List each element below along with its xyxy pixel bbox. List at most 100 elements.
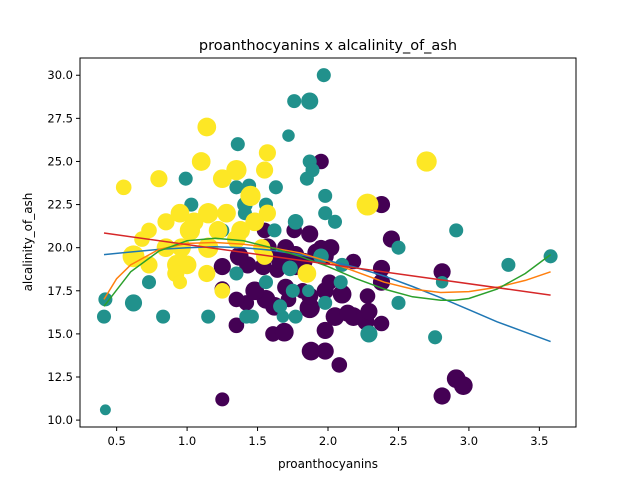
data-point bbox=[229, 180, 244, 195]
y-axis-label: alcalinity_of_ash bbox=[21, 193, 35, 292]
data-point bbox=[201, 309, 216, 324]
data-point bbox=[287, 214, 304, 230]
x-tick-label: 3.5 bbox=[530, 434, 548, 448]
data-point bbox=[301, 341, 321, 361]
data-point bbox=[302, 284, 315, 298]
data-point bbox=[258, 204, 276, 222]
data-point bbox=[215, 392, 230, 407]
data-point bbox=[157, 213, 175, 231]
data-point bbox=[288, 309, 303, 324]
data-point bbox=[172, 275, 188, 290]
data-point bbox=[433, 263, 451, 281]
data-point bbox=[213, 258, 231, 276]
data-point bbox=[217, 203, 236, 223]
plot-area bbox=[96, 68, 558, 416]
data-point bbox=[356, 193, 379, 216]
data-point bbox=[212, 169, 232, 189]
data-point bbox=[245, 281, 265, 301]
trend-lines-layer bbox=[103, 232, 552, 343]
data-point bbox=[435, 275, 449, 289]
data-point bbox=[256, 161, 274, 179]
data-point bbox=[416, 151, 437, 172]
data-point bbox=[96, 309, 112, 324]
data-point bbox=[267, 223, 282, 238]
data-point bbox=[274, 322, 294, 342]
data-point bbox=[372, 259, 391, 277]
data-point bbox=[391, 240, 406, 255]
data-point bbox=[198, 264, 216, 283]
trend-line bbox=[103, 246, 551, 343]
data-point bbox=[433, 387, 451, 405]
data-point bbox=[333, 275, 348, 290]
y-tick-label: 17.5 bbox=[47, 284, 73, 298]
data-point bbox=[258, 144, 276, 162]
data-point bbox=[428, 330, 443, 345]
x-tick-label: 1.0 bbox=[178, 434, 196, 448]
x-tick-label: 0.5 bbox=[107, 434, 125, 448]
data-point bbox=[276, 310, 290, 323]
data-point bbox=[170, 203, 190, 223]
data-point bbox=[258, 275, 274, 290]
data-point bbox=[230, 137, 245, 152]
data-point bbox=[391, 295, 406, 310]
data-point bbox=[318, 206, 333, 221]
y-tick-label: 30.0 bbox=[47, 68, 73, 82]
data-point bbox=[359, 288, 376, 304]
data-point bbox=[301, 92, 319, 110]
y-tick-label: 25.0 bbox=[47, 154, 73, 168]
x-axis-label: proanthocyanins bbox=[278, 457, 378, 471]
data-point bbox=[198, 203, 219, 224]
data-point bbox=[179, 220, 201, 241]
data-point bbox=[134, 231, 150, 247]
x-tick-label: 1.5 bbox=[248, 434, 266, 448]
data-point bbox=[273, 299, 288, 314]
data-point bbox=[301, 225, 319, 243]
data-point bbox=[501, 257, 516, 272]
data-point bbox=[282, 129, 295, 142]
data-point bbox=[245, 212, 265, 232]
data-point bbox=[178, 171, 193, 186]
y-tick-label: 12.5 bbox=[47, 370, 73, 384]
y-tick-label: 10.0 bbox=[47, 413, 73, 427]
data-point bbox=[124, 294, 143, 312]
data-point bbox=[244, 309, 259, 324]
data-point bbox=[316, 342, 334, 360]
data-point bbox=[228, 291, 245, 308]
data-point bbox=[297, 264, 317, 283]
x-axis-ticks: 0.5 1.0 1.5 2.0 2.5 3.0 3.5 bbox=[107, 427, 549, 448]
data-point bbox=[316, 321, 334, 339]
data-point bbox=[99, 404, 111, 416]
data-point bbox=[360, 325, 378, 343]
data-point bbox=[331, 357, 348, 373]
data-point bbox=[299, 297, 320, 319]
data-point bbox=[339, 304, 357, 322]
data-point bbox=[543, 249, 558, 264]
data-point bbox=[360, 302, 378, 321]
data-point bbox=[231, 221, 250, 240]
data-point bbox=[453, 376, 473, 395]
data-point bbox=[141, 275, 157, 290]
data-point bbox=[115, 179, 132, 196]
data-point bbox=[268, 180, 283, 195]
data-point bbox=[282, 260, 298, 277]
data-point bbox=[228, 317, 245, 334]
data-point bbox=[191, 152, 211, 171]
trend-line bbox=[103, 241, 551, 300]
y-tick-label: 22.5 bbox=[47, 198, 73, 212]
data-point bbox=[332, 284, 352, 304]
x-tick-label: 2.5 bbox=[389, 434, 407, 448]
y-tick-label: 27.5 bbox=[47, 111, 73, 125]
data-point bbox=[318, 188, 333, 203]
y-tick-label: 15.0 bbox=[47, 327, 73, 341]
data-point bbox=[197, 117, 217, 137]
data-point bbox=[373, 315, 390, 332]
data-point bbox=[229, 266, 244, 281]
data-point bbox=[327, 214, 343, 229]
data-point bbox=[150, 170, 168, 188]
trend-line bbox=[103, 232, 551, 296]
data-point bbox=[229, 246, 249, 266]
x-tick-label: 3.0 bbox=[460, 434, 478, 448]
data-point bbox=[240, 185, 261, 207]
chart-title: proanthocyanins x alcalinity_of_ash bbox=[199, 38, 457, 54]
